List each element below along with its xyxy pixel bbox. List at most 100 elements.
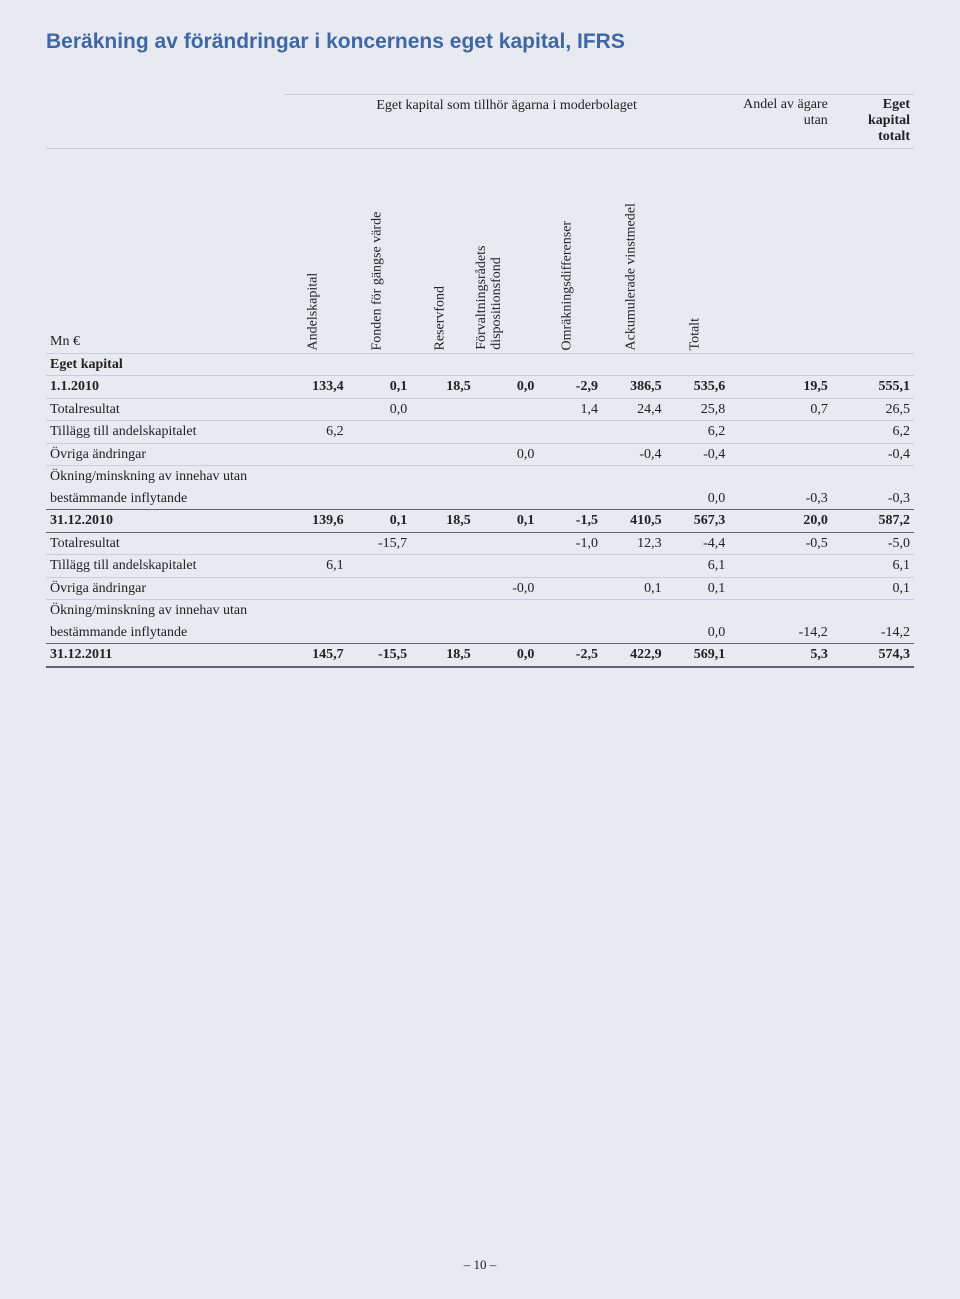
cell: 1,4 bbox=[538, 398, 602, 421]
cell: 18,5 bbox=[411, 644, 475, 667]
cell: -0,4 bbox=[602, 443, 666, 466]
cell: -0,5 bbox=[729, 532, 832, 555]
cell: 0,1 bbox=[666, 577, 730, 600]
header-nci-l2: utan bbox=[804, 113, 828, 128]
cell: -0,3 bbox=[832, 488, 914, 510]
table-row: Tillägg till andelskapitalet 6,1 6,1 6,1 bbox=[46, 555, 914, 578]
cell: 0,7 bbox=[729, 398, 832, 421]
cell: 535,6 bbox=[666, 376, 730, 399]
table-row-total: 31.12.2011 145,7 -15,5 18,5 0,0 -2,5 422… bbox=[46, 644, 914, 667]
cell: 555,1 bbox=[832, 376, 914, 399]
cell: -15,7 bbox=[348, 532, 412, 555]
cell: -0,0 bbox=[475, 577, 539, 600]
cell: 31.12.2011 bbox=[46, 644, 284, 667]
header-total-l2: kapital bbox=[868, 113, 910, 128]
cell: -2,9 bbox=[538, 376, 602, 399]
cell: Totalresultat bbox=[46, 532, 284, 555]
cell: -2,5 bbox=[538, 644, 602, 667]
row-header-label: Mn € bbox=[46, 148, 284, 353]
cell: 569,1 bbox=[666, 644, 730, 667]
cell: -0,4 bbox=[666, 443, 730, 466]
cell: 18,5 bbox=[411, 510, 475, 533]
cell: 0,1 bbox=[832, 577, 914, 600]
equity-table: Eget kapital som tillhör ägarna i moderb… bbox=[46, 94, 914, 668]
table-row: Ökning/minskning av innehav utan bbox=[46, 600, 914, 622]
cell: -0,4 bbox=[832, 443, 914, 466]
cell: 0,1 bbox=[475, 510, 539, 533]
cell: -5,0 bbox=[832, 532, 914, 555]
cell: 5,3 bbox=[729, 644, 832, 667]
cell: 6,1 bbox=[284, 555, 348, 578]
cell: 19,5 bbox=[729, 376, 832, 399]
cell: 0,1 bbox=[348, 376, 412, 399]
table-row: bestämmande inflytande 0,0 -14,2 -14,2 bbox=[46, 622, 914, 644]
cell: -0,3 bbox=[729, 488, 832, 510]
cell: 0,0 bbox=[348, 398, 412, 421]
cell: 0,1 bbox=[348, 510, 412, 533]
cell: 0,0 bbox=[475, 376, 539, 399]
cell: -4,4 bbox=[666, 532, 730, 555]
cell: 386,5 bbox=[602, 376, 666, 399]
cell: Övriga ändringar bbox=[46, 577, 284, 600]
table-row: 1.1.2010 133,4 0,1 18,5 0,0 -2,9 386,5 5… bbox=[46, 376, 914, 399]
cell: -1,5 bbox=[538, 510, 602, 533]
table-row: Eget kapital bbox=[46, 353, 914, 376]
cell: 0,1 bbox=[602, 577, 666, 600]
cell: 25,8 bbox=[666, 398, 730, 421]
table-row: Övriga ändringar -0,0 0,1 0,1 0,1 bbox=[46, 577, 914, 600]
cell: Totalresultat bbox=[46, 398, 284, 421]
cell: 31.12.2010 bbox=[46, 510, 284, 533]
header-row-rotated: Mn € Andelskapital Fonden för gängse vär… bbox=[46, 148, 914, 353]
cell: 0,0 bbox=[666, 488, 730, 510]
header-nci-l1: Andel av ägare bbox=[743, 97, 828, 112]
table-row-total: 31.12.2010 139,6 0,1 18,5 0,1 -1,5 410,5… bbox=[46, 510, 914, 533]
cell: Övriga ändringar bbox=[46, 443, 284, 466]
cell: 0,0 bbox=[666, 622, 730, 644]
cell: Tillägg till andelskapitalet bbox=[46, 555, 284, 578]
cell: 6,2 bbox=[832, 421, 914, 444]
cell: Ökning/minskning av innehav utan bbox=[46, 600, 284, 622]
header-nci: Andel av ägare utan bbox=[729, 95, 832, 149]
table-row: bestämmande inflytande 0,0 -0,3 -0,3 bbox=[46, 488, 914, 510]
cell: Tillägg till andelskapitalet bbox=[46, 421, 284, 444]
table-row: Övriga ändringar 0,0 -0,4 -0,4 -0,4 bbox=[46, 443, 914, 466]
cell: 133,4 bbox=[284, 376, 348, 399]
cell: -15,5 bbox=[348, 644, 412, 667]
cell: -14,2 bbox=[832, 622, 914, 644]
cell: -14,2 bbox=[729, 622, 832, 644]
page-title: Beräkning av förändringar i koncernens e… bbox=[46, 30, 914, 54]
cell: bestämmande inflytande bbox=[46, 622, 284, 644]
cell: 20,0 bbox=[729, 510, 832, 533]
cell: 6,2 bbox=[284, 421, 348, 444]
cell: 587,2 bbox=[832, 510, 914, 533]
header-span: Eget kapital som tillhör ägarna i moderb… bbox=[284, 95, 729, 149]
cell: 6,1 bbox=[666, 555, 730, 578]
cell: 26,5 bbox=[832, 398, 914, 421]
cell: 6,2 bbox=[666, 421, 730, 444]
cell: 0,0 bbox=[475, 644, 539, 667]
cell: 574,3 bbox=[832, 644, 914, 667]
cell: Ökning/minskning av innehav utan bbox=[46, 466, 284, 488]
cell: 410,5 bbox=[602, 510, 666, 533]
cell: 12,3 bbox=[602, 532, 666, 555]
page-number: – 10 – bbox=[0, 1257, 960, 1273]
table-row: Tillägg till andelskapitalet 6,2 6,2 6,2 bbox=[46, 421, 914, 444]
cell: 24,4 bbox=[602, 398, 666, 421]
cell: 0,0 bbox=[475, 443, 539, 466]
cell: 422,9 bbox=[602, 644, 666, 667]
cell: 567,3 bbox=[666, 510, 730, 533]
cell: 6,1 bbox=[832, 555, 914, 578]
cell: 145,7 bbox=[284, 644, 348, 667]
header-row-1: Eget kapital som tillhör ägarna i moderb… bbox=[46, 95, 914, 149]
cell: bestämmande inflytande bbox=[46, 488, 284, 510]
page: Beräkning av förändringar i koncernens e… bbox=[0, 0, 960, 1299]
cell: 1.1.2010 bbox=[46, 376, 284, 399]
header-total-l1: Eget bbox=[883, 97, 910, 112]
cell: 18,5 bbox=[411, 376, 475, 399]
cell: -1,0 bbox=[538, 532, 602, 555]
table-row: Ökning/minskning av innehav utan bbox=[46, 466, 914, 488]
header-total-l3: totalt bbox=[878, 129, 910, 144]
cell: Eget kapital bbox=[46, 353, 284, 376]
header-total: Eget kapital totalt bbox=[832, 95, 914, 149]
cell: 139,6 bbox=[284, 510, 348, 533]
